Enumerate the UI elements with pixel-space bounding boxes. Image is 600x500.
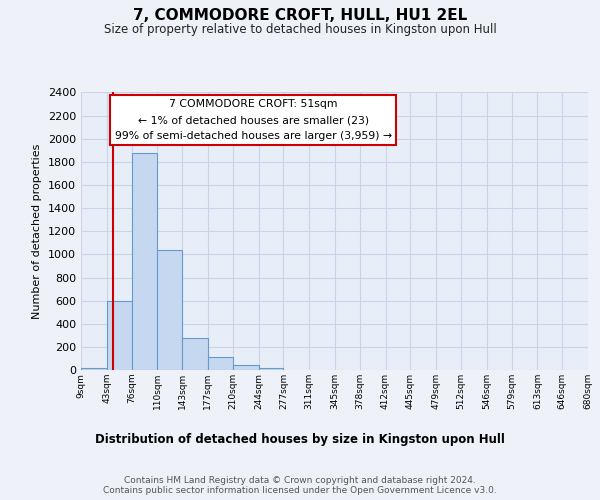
Text: Size of property relative to detached houses in Kingston upon Hull: Size of property relative to detached ho… <box>104 22 496 36</box>
Bar <box>259 368 283 370</box>
Bar <box>157 250 182 370</box>
Text: 7 COMMODORE CROFT: 51sqm
← 1% of detached houses are smaller (23)
99% of semi-de: 7 COMMODORE CROFT: 51sqm ← 1% of detache… <box>115 100 392 140</box>
Bar <box>81 368 107 370</box>
Bar <box>131 152 157 370</box>
Y-axis label: Number of detached properties: Number of detached properties <box>32 144 43 319</box>
Text: 7, COMMODORE CROFT, HULL, HU1 2EL: 7, COMMODORE CROFT, HULL, HU1 2EL <box>133 8 467 22</box>
Bar <box>233 365 259 370</box>
Bar <box>182 338 208 370</box>
Text: Contains HM Land Registry data © Crown copyright and database right 2024.
Contai: Contains HM Land Registry data © Crown c… <box>103 476 497 495</box>
Text: Distribution of detached houses by size in Kingston upon Hull: Distribution of detached houses by size … <box>95 432 505 446</box>
Bar <box>208 356 233 370</box>
Bar <box>107 300 131 370</box>
